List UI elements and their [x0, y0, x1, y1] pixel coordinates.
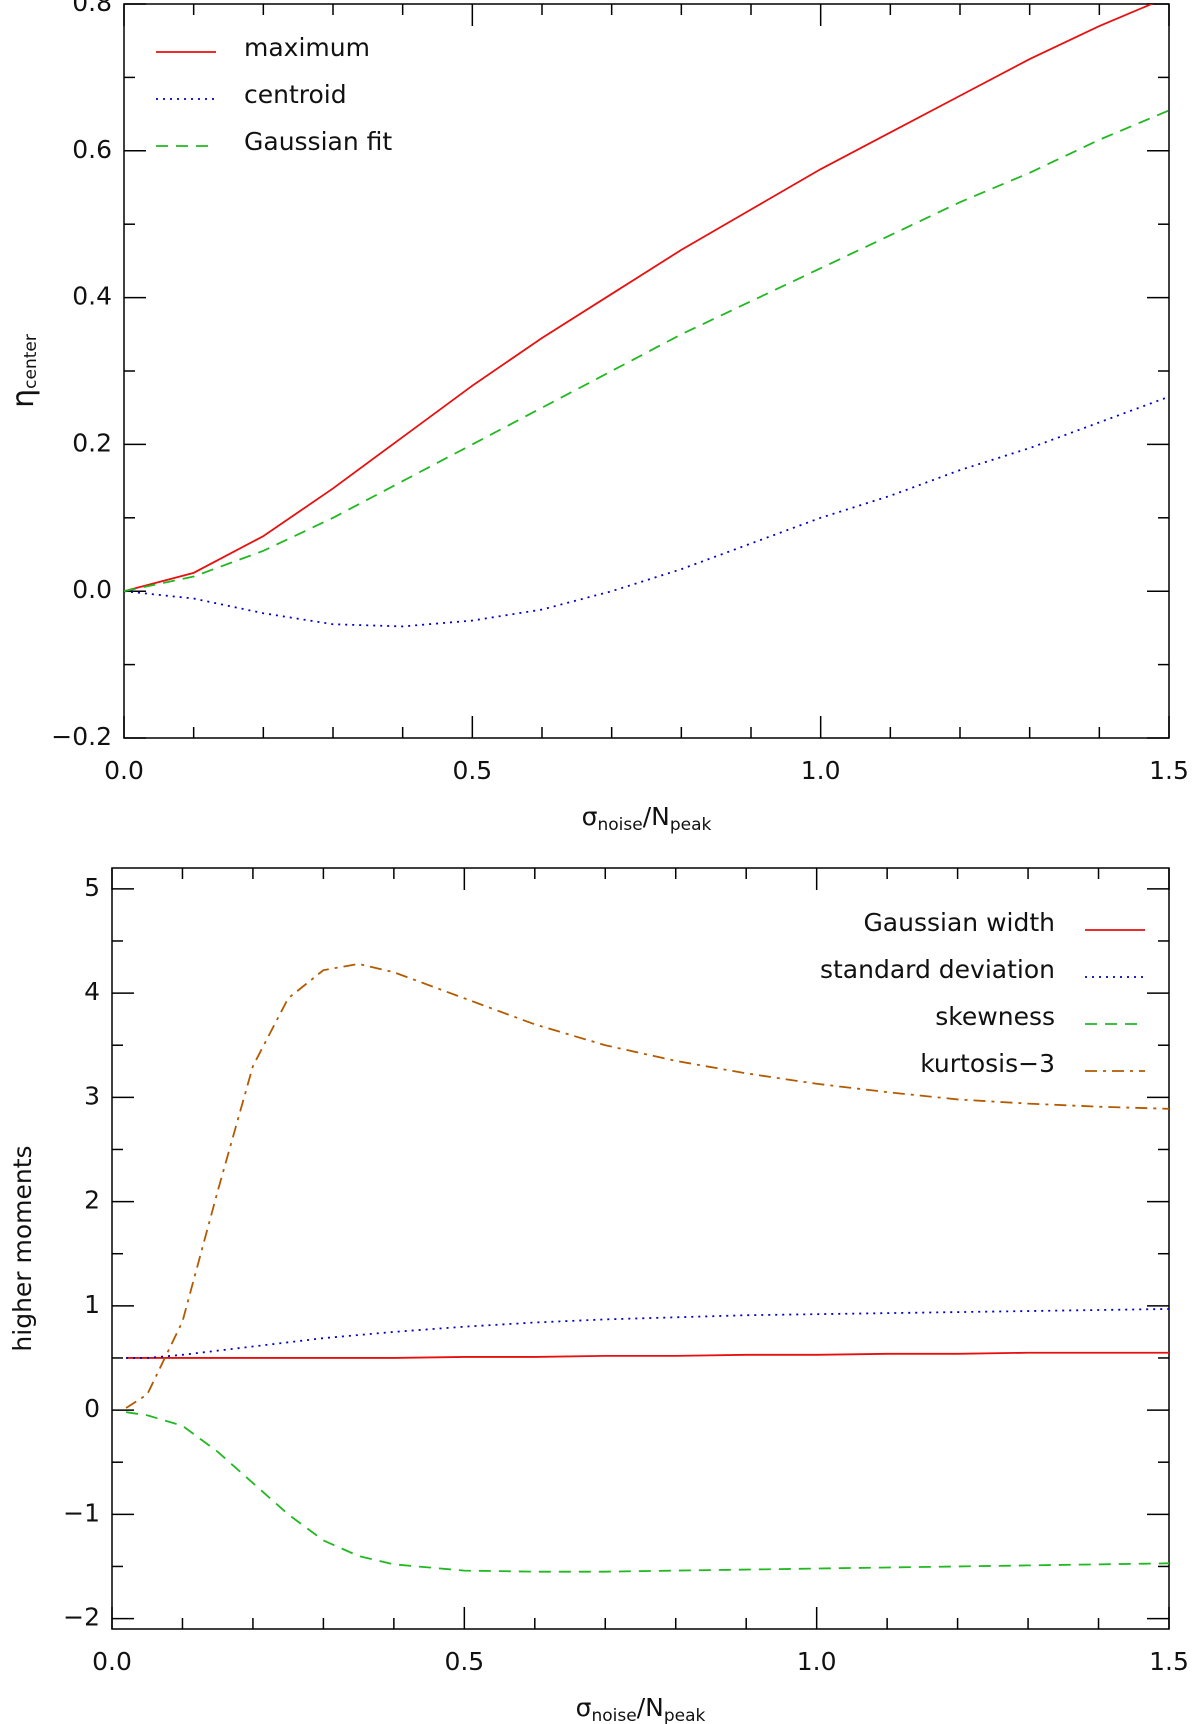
legend-label: skewness: [935, 1002, 1055, 1031]
x-tick-label: 0.0: [92, 1647, 132, 1676]
plot-frame: [123, 3, 1170, 739]
x-axis-label: σnoise/Npeak: [582, 802, 712, 835]
legend-label: kurtosis−3: [920, 1049, 1055, 1078]
series-line: [124, 4, 1154, 593]
x-tick-label: 0.0: [104, 756, 144, 785]
y-axis-label: higher moments: [8, 1145, 37, 1351]
series-line: [124, 395, 1169, 628]
subscript: noise: [592, 1706, 637, 1724]
x-tick-label: 1.5: [1149, 756, 1189, 785]
series-line: [126, 1351, 1169, 1359]
series-line: [124, 109, 1169, 593]
label-part: /N: [643, 802, 670, 831]
y-tick-label: 3: [84, 1081, 100, 1110]
y-tick-label: 0.6: [72, 135, 112, 164]
x-tick-label: 1.0: [797, 1647, 837, 1676]
series-line: [125, 1411, 1169, 1573]
legend-label: Gaussian fit: [244, 127, 392, 156]
legend-label: standard deviation: [820, 955, 1055, 984]
series-line: [125, 962, 1169, 1409]
y-tick-label: 2: [84, 1186, 100, 1215]
y-tick-label: 4: [84, 977, 100, 1006]
plot-frame: [111, 867, 1170, 1630]
subscript: peak: [664, 1706, 706, 1724]
label-part: higher moments: [8, 1145, 37, 1351]
y-tick-label: 0.0: [72, 575, 112, 604]
y-tick-label: −1: [63, 1498, 100, 1527]
x-tick-label: 0.5: [452, 756, 492, 785]
label-part: σ: [576, 1693, 592, 1722]
legend-label: maximum: [244, 33, 370, 62]
legend-label: centroid: [244, 80, 347, 109]
legend-label: Gaussian width: [863, 908, 1055, 937]
subscript: center: [21, 334, 41, 389]
y-tick-label: −2: [63, 1603, 100, 1632]
y-tick-label: −0.2: [51, 722, 112, 751]
x-tick-label: 0.5: [444, 1647, 484, 1676]
y-tick-label: 0.4: [72, 282, 112, 311]
y-tick-label: 0.2: [72, 428, 112, 457]
series-line: [126, 1308, 1169, 1359]
x-tick-label: 1.5: [1149, 1647, 1189, 1676]
x-axis-label: σnoise/Npeak: [576, 1693, 706, 1724]
y-tick-label: 1: [84, 1290, 100, 1319]
y-tick-label: 0.8: [72, 0, 112, 17]
y-axis-label: ηcenter: [6, 334, 42, 408]
x-tick-label: 1.0: [801, 756, 841, 785]
subscript: peak: [670, 815, 712, 835]
label-part: /N: [637, 1693, 664, 1722]
label-part: σ: [582, 802, 598, 831]
subscript: noise: [598, 815, 643, 835]
y-tick-label: 0: [84, 1394, 100, 1423]
label-part: η: [6, 389, 41, 408]
y-tick-label: 5: [84, 873, 100, 902]
